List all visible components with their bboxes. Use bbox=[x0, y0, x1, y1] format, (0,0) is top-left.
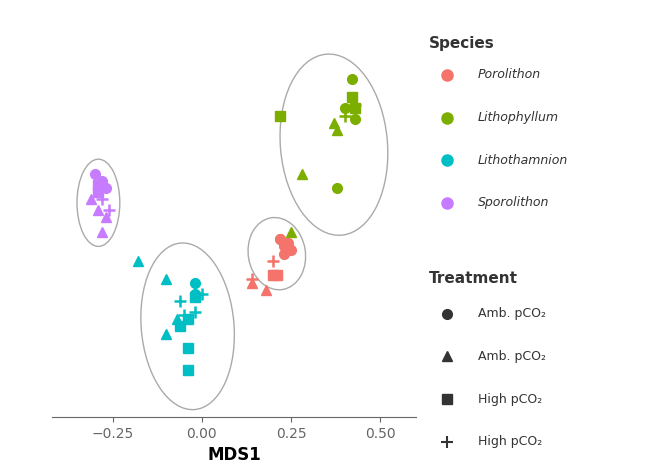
Text: Species: Species bbox=[429, 36, 495, 52]
Text: Amb. pCO₂: Amb. pCO₂ bbox=[478, 350, 545, 363]
Text: High pCO₂: High pCO₂ bbox=[478, 435, 542, 448]
Text: Lithophyllum: Lithophyllum bbox=[478, 111, 558, 124]
Text: Porolithon: Porolithon bbox=[478, 68, 541, 82]
Text: Treatment: Treatment bbox=[429, 271, 518, 286]
X-axis label: MDS1: MDS1 bbox=[207, 447, 261, 465]
Text: Lithothamnion: Lithothamnion bbox=[478, 154, 568, 167]
Text: Amb. pCO₂: Amb. pCO₂ bbox=[478, 307, 545, 320]
Text: High pCO₂: High pCO₂ bbox=[478, 392, 542, 406]
Text: Sporolithon: Sporolithon bbox=[478, 196, 549, 210]
